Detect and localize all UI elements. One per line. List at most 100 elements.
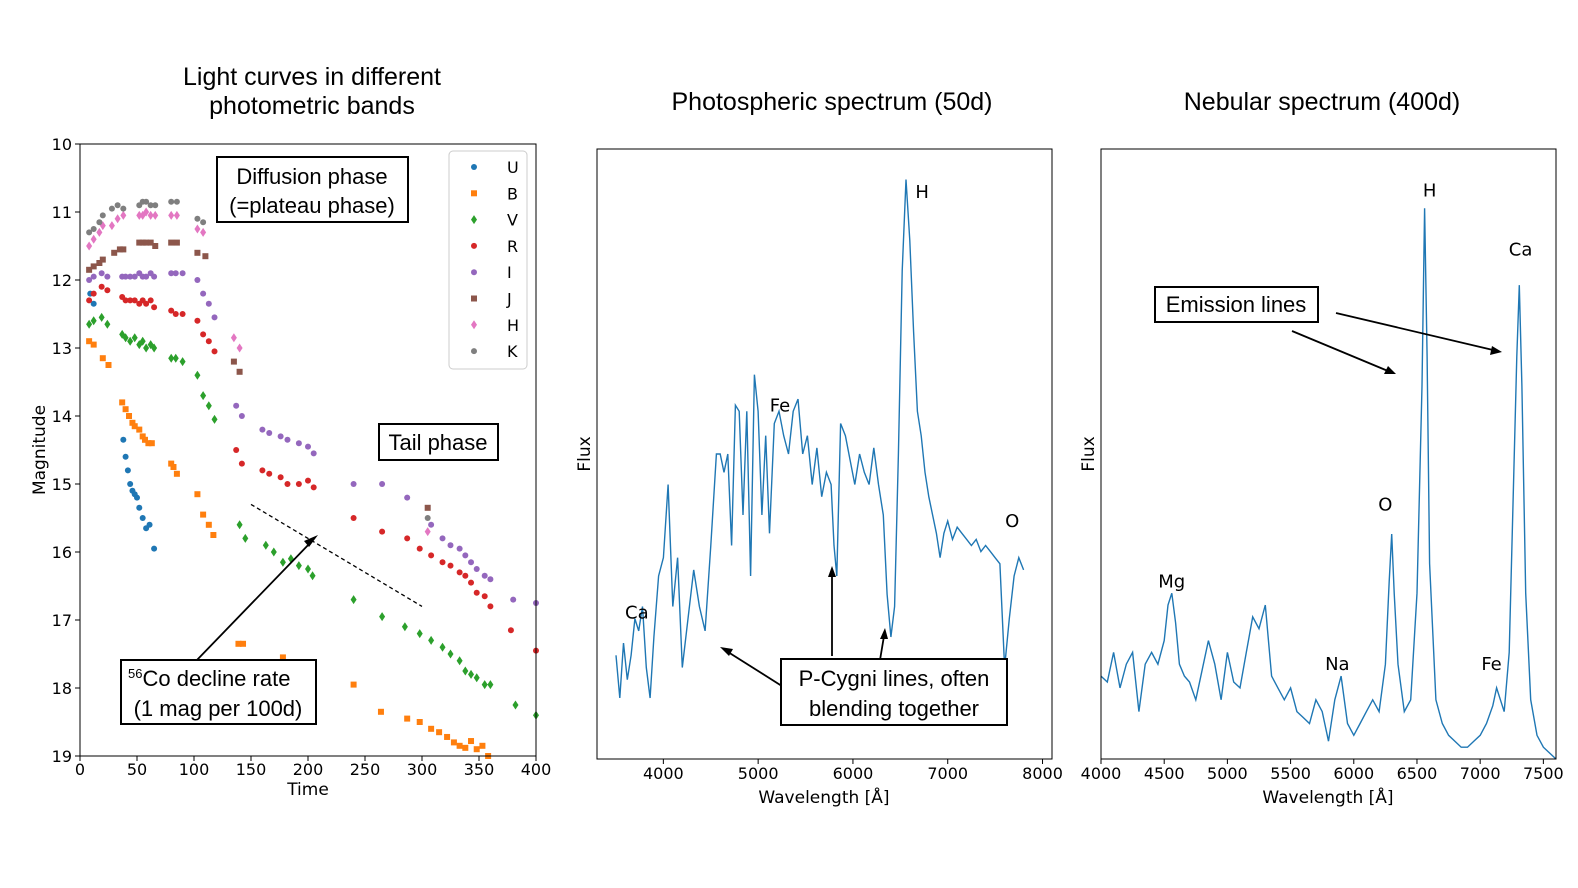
data-point-V — [242, 533, 249, 543]
emission-arrow-ca — [1335, 312, 1494, 351]
data-point-U — [90, 300, 97, 307]
data-point-I — [211, 314, 218, 321]
x-tick-label: 400 — [521, 760, 552, 779]
data-point-I — [266, 430, 273, 436]
data-point-V — [90, 316, 97, 326]
x-tick-label: 4000 — [1081, 764, 1122, 783]
legend-marker-I — [471, 269, 477, 276]
data-point-R — [147, 297, 154, 304]
data-point-V — [295, 561, 302, 571]
photospheric-panel: Photospheric spectrum (50d) 4000 5000 6000… — [575, 88, 1063, 808]
data-point-R — [200, 331, 207, 338]
y-tick-label: 12 — [52, 271, 72, 290]
x-tick-label: 200 — [293, 760, 324, 779]
legend-marker-B — [471, 190, 477, 197]
data-point-R — [98, 283, 105, 290]
data-point-J — [139, 239, 146, 246]
light-curves-ylabel: Magnitude — [30, 405, 50, 495]
data-point-R — [439, 559, 446, 566]
data-point-I — [284, 436, 291, 443]
data-point-V — [168, 353, 175, 363]
diffusion-phase-label: Diffusion phase — [236, 164, 387, 189]
x-tick-label: 350 — [464, 760, 495, 779]
data-point-K — [96, 219, 103, 226]
legend-label-R: R — [507, 237, 518, 256]
nebular-spectrum-line — [1100, 208, 1557, 760]
data-point-K — [114, 202, 121, 209]
data-point-I — [172, 270, 179, 277]
data-point-B — [468, 738, 475, 745]
data-point-R — [462, 572, 469, 579]
data-point-I — [510, 596, 517, 603]
data-point-V — [350, 595, 357, 605]
data-point-B — [141, 436, 148, 443]
data-point-I — [487, 576, 494, 583]
data-point-V — [205, 401, 212, 411]
light-curves-frame — [79, 143, 537, 757]
emission-arrow-h — [1291, 330, 1389, 372]
tail-phase-label: Tail phase — [388, 430, 487, 455]
tail-phase-box — [378, 423, 499, 461]
data-point-J — [90, 263, 97, 270]
x-tick-label: 50 — [127, 760, 147, 779]
data-point-I — [295, 440, 302, 447]
data-point-J — [96, 260, 103, 266]
data-point-V — [262, 540, 269, 550]
data-point-I — [468, 559, 475, 566]
nebular-line-labels: H Ca O Mg Na Fe — [1158, 180, 1532, 675]
emission-arrowhead-h — [1384, 366, 1396, 374]
x-tick-label: 8000 — [1022, 764, 1063, 783]
nebular-frame — [1100, 148, 1557, 760]
data-point-R — [284, 481, 291, 487]
data-point-R — [468, 579, 475, 586]
data-point-V — [139, 336, 146, 346]
data-point-V — [456, 656, 463, 666]
emission-lines-label: Emission lines — [1166, 292, 1307, 317]
data-point-H — [86, 241, 93, 251]
emission-arrowhead-ca — [1490, 346, 1502, 355]
data-point-R — [266, 470, 273, 477]
data-point-H — [143, 207, 150, 217]
data-point-I — [98, 270, 105, 277]
data-point-V — [468, 669, 475, 679]
x-tick-label: 100 — [179, 760, 210, 779]
data-point-I — [350, 481, 357, 487]
data-point-B — [200, 511, 207, 518]
photospheric-spectrum-line — [615, 179, 1025, 699]
x-tick-label: 5000 — [738, 764, 779, 783]
pcygni-arrowhead-middle — [828, 566, 836, 577]
data-point-I — [143, 273, 150, 280]
data-point-I — [439, 535, 446, 542]
data-point-J — [111, 249, 118, 256]
y-tick-label: 17 — [52, 611, 72, 630]
data-point-B — [126, 413, 133, 419]
data-point-K — [152, 202, 159, 209]
legend-label-U: U — [507, 158, 519, 177]
data-point-U — [127, 481, 134, 487]
line-label-Na: Na — [1325, 654, 1350, 675]
data-point-V — [447, 649, 454, 659]
data-point-B — [479, 742, 486, 749]
data-point-K — [99, 212, 106, 219]
decline-rate-line — [250, 503, 423, 607]
data-point-V — [98, 312, 105, 322]
data-point-B — [86, 338, 93, 345]
photospheric-title: Photospheric spectrum (50d) — [672, 88, 993, 116]
data-point-K — [120, 205, 127, 212]
data-point-B — [145, 440, 152, 447]
legend-marker-K — [471, 348, 477, 355]
data-point-K — [194, 215, 201, 222]
data-point-I — [481, 572, 488, 579]
pcygni-label-line2: blending together — [809, 696, 979, 721]
data-point-I — [305, 443, 311, 450]
x-tick-label: 250 — [350, 760, 381, 779]
data-point-R — [205, 338, 212, 345]
data-point-B — [90, 341, 97, 348]
data-point-B — [168, 460, 175, 467]
data-point-B — [450, 739, 457, 746]
data-point-V — [512, 700, 519, 710]
x-tick-label: 6000 — [833, 764, 874, 783]
x-tick-label: 300 — [407, 760, 438, 779]
